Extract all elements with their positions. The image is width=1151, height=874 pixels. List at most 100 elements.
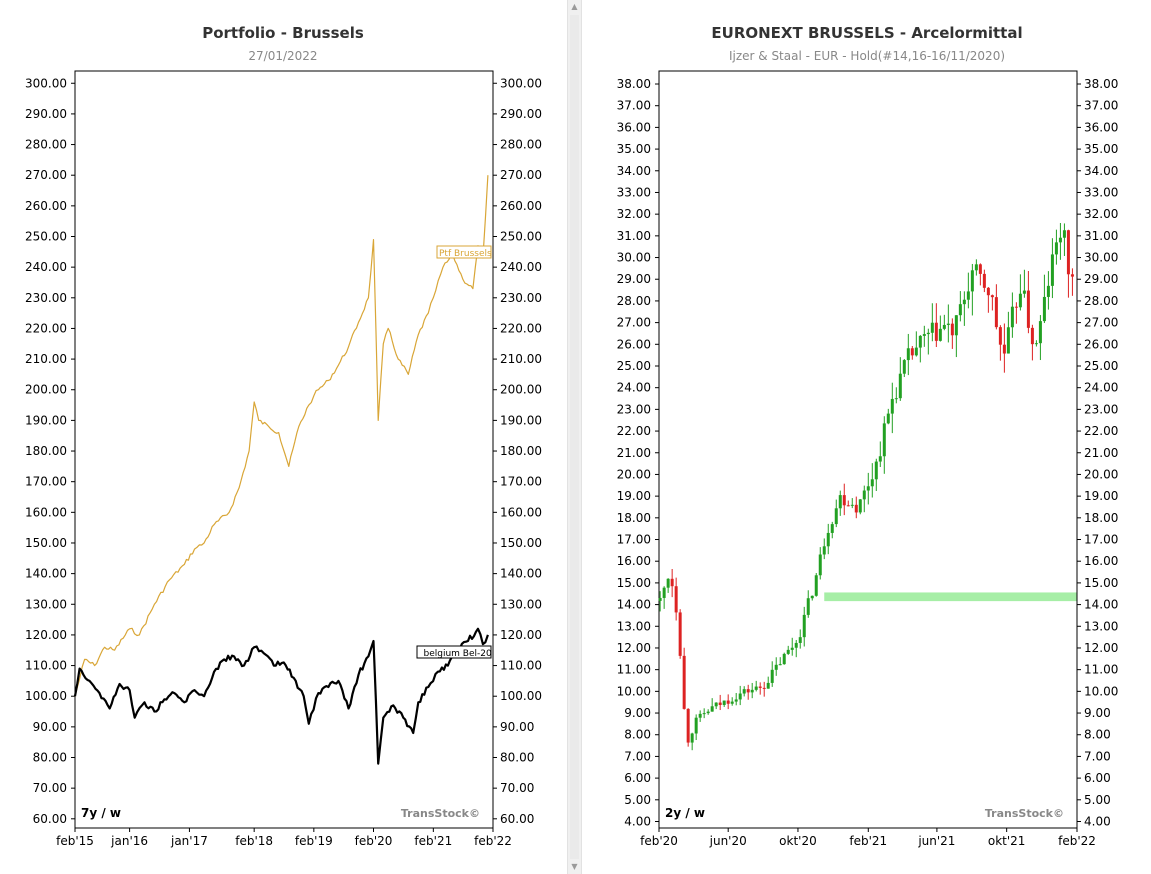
index-tag-label: _belgium Bel-20	[418, 649, 492, 659]
candle	[962, 291, 966, 326]
candle	[810, 595, 814, 601]
candle-body	[826, 532, 830, 547]
y-tick-label: 140.00	[25, 567, 67, 581]
y-tick-label: 160.00	[25, 505, 67, 519]
y-tick-label: 12.00	[1084, 641, 1118, 655]
scrollbar-thumb[interactable]	[570, 15, 579, 859]
y-tick-label: 8.00	[624, 728, 651, 742]
y-tick-label: 22.00	[617, 424, 651, 438]
candle	[954, 315, 958, 358]
right-watermark: TransStock©	[985, 807, 1064, 820]
y-tick-label: 37.00	[1084, 99, 1118, 113]
y-tick-label: 220.00	[500, 321, 542, 335]
y-tick-label: 120.00	[500, 628, 542, 642]
y-tick-label: 260.00	[500, 199, 542, 213]
candle	[758, 682, 762, 695]
candle	[850, 498, 854, 509]
y-tick-label: 230.00	[25, 291, 67, 305]
y-tick-label: 19.00	[1084, 489, 1118, 503]
y-tick-label: 270.00	[25, 168, 67, 182]
candle	[886, 408, 890, 425]
candle	[1010, 292, 1014, 338]
candle-body	[998, 327, 1002, 345]
candle	[670, 568, 674, 598]
y-tick-label: 90.00	[33, 720, 67, 734]
y-tick-label: 150.00	[500, 536, 542, 550]
y-tick-label: 23.00	[1084, 402, 1118, 416]
y-tick-label: 15.00	[617, 576, 651, 590]
candle-body	[1058, 237, 1062, 243]
y-tick-label: 90.00	[500, 720, 534, 734]
candle-body	[818, 554, 822, 576]
y-tick-label: 140.00	[500, 567, 542, 581]
candle	[902, 358, 906, 378]
right-chart-subtitle: Ijzer & Staal - EUR - Hold(#14,16-16/11/…	[728, 49, 1006, 63]
candle-body	[910, 348, 914, 356]
y-tick-label: 300.00	[25, 76, 67, 90]
scroll-down-arrow-icon[interactable]: ▼	[571, 862, 578, 871]
y-tick-label: 280.00	[500, 138, 542, 152]
candle	[898, 357, 902, 401]
candle	[782, 652, 786, 665]
y-tick-label: 290.00	[500, 107, 542, 121]
candle-body	[778, 664, 782, 666]
candle	[986, 287, 990, 313]
candle	[762, 681, 766, 697]
candle	[1014, 302, 1018, 324]
candle	[658, 591, 662, 612]
y-tick-label: 200.00	[500, 383, 542, 397]
candle	[826, 523, 830, 555]
x-tick-label: okt'21	[988, 834, 1026, 848]
candle	[1066, 229, 1070, 298]
candle-body	[706, 711, 710, 714]
y-tick-label: 25.00	[617, 359, 651, 373]
candle-body	[918, 335, 922, 348]
left-chart-subtitle: 27/01/2022	[248, 49, 318, 63]
x-tick-label: jun'20	[709, 834, 747, 848]
candle-body	[758, 686, 762, 688]
y-tick-label: 6.00	[624, 771, 651, 785]
candle-body	[1002, 344, 1006, 354]
right-period-label: 2y / w	[665, 806, 705, 820]
y-tick-label: 80.00	[33, 751, 67, 765]
candle	[978, 263, 982, 286]
right-chart-panel: EURONEXT BRUSSELS - Arcelormittal Ijzer …	[583, 0, 1151, 874]
y-tick-label: 27.00	[1084, 316, 1118, 330]
y-tick-label: 31.00	[617, 229, 651, 243]
y-tick-label: 37.00	[617, 99, 651, 113]
candle-body	[746, 689, 750, 693]
candle-body	[730, 701, 734, 704]
candle-body	[790, 647, 794, 650]
left-chart-title: Portfolio - Brussels	[202, 24, 364, 42]
y-tick-label: 28.00	[1084, 294, 1118, 308]
y-tick-label: 190.00	[500, 413, 542, 427]
candle	[946, 304, 950, 343]
y-tick-label: 4.00	[624, 814, 651, 828]
candle-body	[950, 323, 954, 336]
right-x-axis: feb'20 jun'20 okt'20 feb'21 jun'21 okt'21 feb'…	[640, 828, 1096, 848]
scroll-up-arrow-icon[interactable]: ▲	[571, 2, 578, 11]
y-tick-label: 7.00	[624, 749, 651, 763]
candle	[838, 490, 842, 516]
candle-body	[982, 273, 986, 288]
candle-body	[714, 702, 718, 707]
y-tick-label: 11.00	[1084, 663, 1118, 677]
candle-body	[678, 612, 682, 656]
candle-body	[1006, 327, 1010, 354]
y-tick-label: 24.00	[1084, 381, 1118, 395]
y-tick-label: 32.00	[617, 207, 651, 221]
y-tick-label: 240.00	[25, 260, 67, 274]
vertical-scrollbar[interactable]: ▲ ▼	[567, 0, 582, 874]
x-tick-label: feb'15	[56, 834, 94, 848]
portfolio-series-line	[74, 175, 489, 697]
y-tick-label: 32.00	[1084, 207, 1118, 221]
candle-body	[674, 586, 678, 613]
y-tick-label: 240.00	[500, 260, 542, 274]
candle	[790, 637, 794, 656]
candle	[866, 472, 870, 505]
candle-body	[734, 699, 738, 702]
index-tag: _belgium Bel-20	[416, 645, 492, 659]
y-tick-label: 18.00	[617, 511, 651, 525]
candle	[662, 586, 666, 609]
y-tick-label: 26.00	[617, 337, 651, 351]
